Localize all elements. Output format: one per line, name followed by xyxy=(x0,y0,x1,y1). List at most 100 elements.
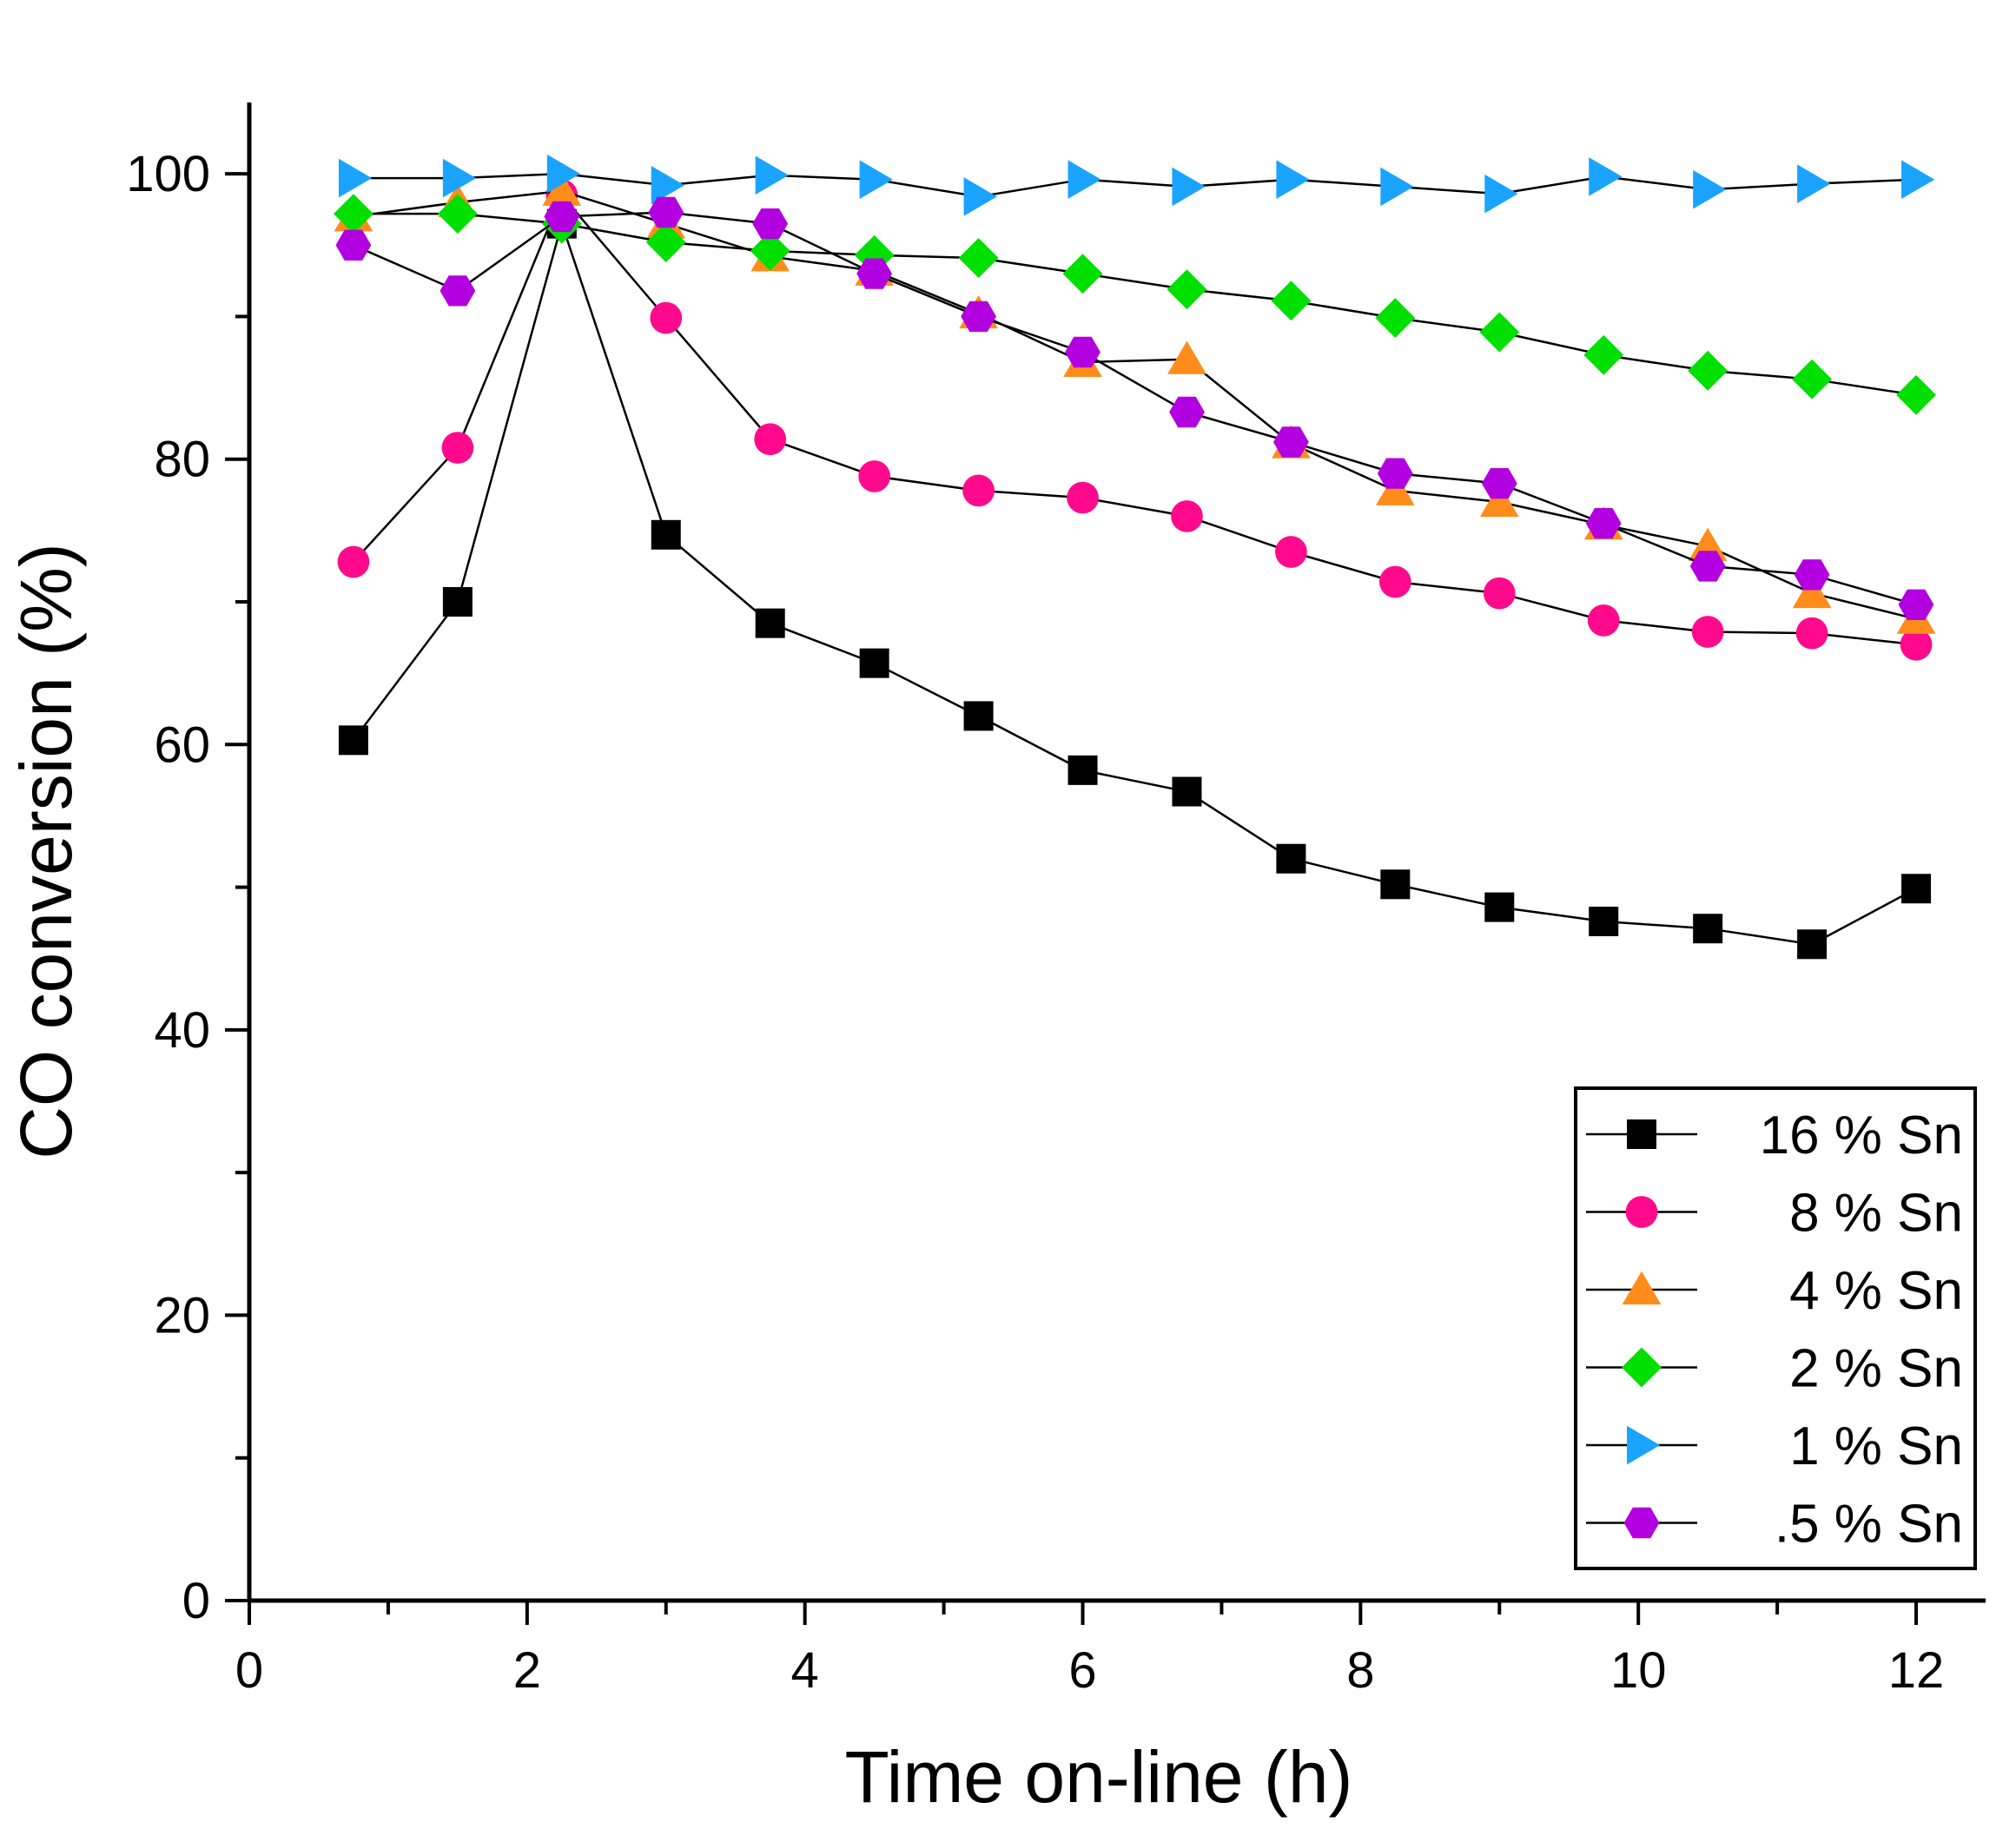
data-point xyxy=(441,432,474,464)
legend-item: .5 % Sn xyxy=(1586,1495,1963,1555)
data-point xyxy=(442,158,477,198)
data-point xyxy=(961,300,996,333)
data-point xyxy=(1380,167,1414,207)
y-axis-title: CO conversion (%) xyxy=(5,543,87,1159)
data-point xyxy=(651,165,685,205)
data-point xyxy=(645,222,686,262)
legend-marker xyxy=(1627,1119,1656,1149)
axes: 0 2 4 6 8 10 12 0 20 40 60 80 100 xyxy=(126,102,1986,1699)
y-tick-label: 60 xyxy=(154,716,210,773)
data-point xyxy=(546,154,581,194)
data-point xyxy=(1901,160,1935,200)
data-point xyxy=(440,275,476,307)
legend-marker xyxy=(1622,1347,1662,1388)
series-line xyxy=(352,220,1917,946)
data-point xyxy=(1169,396,1205,428)
x-tick-label: 8 xyxy=(1346,1642,1374,1699)
data-point xyxy=(754,423,787,456)
legend-label: 8 % Sn xyxy=(1789,1184,1963,1244)
data-point xyxy=(750,230,790,271)
data-point xyxy=(752,208,789,240)
data-point xyxy=(859,160,893,200)
data-point xyxy=(1276,160,1310,200)
data-point xyxy=(963,177,997,216)
data-point xyxy=(1795,617,1828,650)
data-point xyxy=(755,155,789,195)
data-point xyxy=(1065,336,1101,368)
legend-box xyxy=(1574,1086,1977,1570)
legend-item: 2 % Sn xyxy=(1586,1339,1963,1399)
legend-label: .5 % Sn xyxy=(1775,1495,1963,1555)
x-tick-label: 2 xyxy=(513,1642,541,1699)
data-point xyxy=(544,201,580,233)
data-point xyxy=(1067,481,1099,514)
data-point xyxy=(337,545,370,578)
data-point xyxy=(1589,907,1619,936)
data-point xyxy=(1172,167,1206,207)
x-tick-label: 12 xyxy=(1888,1642,1945,1699)
data-point xyxy=(1479,312,1520,353)
data-point xyxy=(1481,468,1517,499)
data-point xyxy=(442,587,473,617)
series-0 xyxy=(338,208,1932,960)
x-tick-label: 4 xyxy=(791,1642,819,1699)
data-point xyxy=(333,194,373,234)
legend-item: 1 % Sn xyxy=(1586,1416,1963,1476)
data-point xyxy=(1585,508,1622,539)
series-line xyxy=(353,172,1917,198)
legend-label: 4 % Sn xyxy=(1789,1261,1963,1321)
data-point xyxy=(856,258,892,289)
data-point xyxy=(1484,892,1515,922)
data-point xyxy=(1693,169,1727,209)
data-point xyxy=(1275,536,1307,568)
series-line xyxy=(353,211,1917,606)
data-point xyxy=(1689,551,1726,582)
series-line xyxy=(353,189,1917,620)
data-point xyxy=(858,460,890,492)
data-point xyxy=(335,229,372,261)
data-point xyxy=(1688,350,1728,391)
series-4 xyxy=(338,154,1935,216)
x-axis-title: Time on-line (h) xyxy=(844,1736,1352,1818)
data-point xyxy=(962,474,995,507)
data-point xyxy=(1377,458,1413,489)
y-tick-label: 40 xyxy=(154,1002,210,1059)
data-point xyxy=(1067,755,1098,785)
x-tick-label: 10 xyxy=(1610,1642,1667,1699)
x-tick-label: 6 xyxy=(1068,1642,1096,1699)
y-tick-label: 0 xyxy=(182,1573,210,1629)
data-point xyxy=(1380,869,1411,900)
data-point xyxy=(338,725,368,756)
data-point xyxy=(1900,628,1933,661)
data-point xyxy=(1792,359,1833,399)
data-point xyxy=(1479,483,1519,517)
data-point xyxy=(1483,577,1516,610)
data-point xyxy=(1583,334,1624,375)
data-point xyxy=(1062,254,1103,294)
data-point xyxy=(1797,164,1831,203)
data-point xyxy=(1797,929,1828,960)
series-layer xyxy=(333,154,1936,960)
y-tick-label: 20 xyxy=(154,1287,210,1344)
legend-label: 1 % Sn xyxy=(1789,1416,1963,1476)
series-line xyxy=(352,193,1917,646)
data-point xyxy=(650,301,683,334)
data-point xyxy=(1271,281,1312,321)
data-point xyxy=(1167,269,1207,310)
series-line xyxy=(353,212,1917,397)
legend-label: 2 % Sn xyxy=(1789,1339,1963,1399)
legend-item: 4 % Sn xyxy=(1586,1261,1963,1321)
data-point xyxy=(1792,574,1832,609)
data-point xyxy=(1898,589,1934,620)
data-point xyxy=(651,519,681,550)
data-point xyxy=(859,648,889,678)
legend-item: 16 % Sn xyxy=(1586,1106,1963,1165)
data-point xyxy=(1901,874,1932,904)
legend-marker xyxy=(1625,1196,1658,1228)
legend: 16 % Sn 8 % Sn 4 % Sn 2 % Sn 1 % Sn .5 % Sn xyxy=(1574,1086,1977,1570)
data-point xyxy=(1167,340,1206,374)
y-tick-label: 100 xyxy=(126,146,210,202)
legend-item: 8 % Sn xyxy=(1586,1184,1963,1244)
data-point xyxy=(963,701,994,731)
data-point xyxy=(1693,914,1723,944)
